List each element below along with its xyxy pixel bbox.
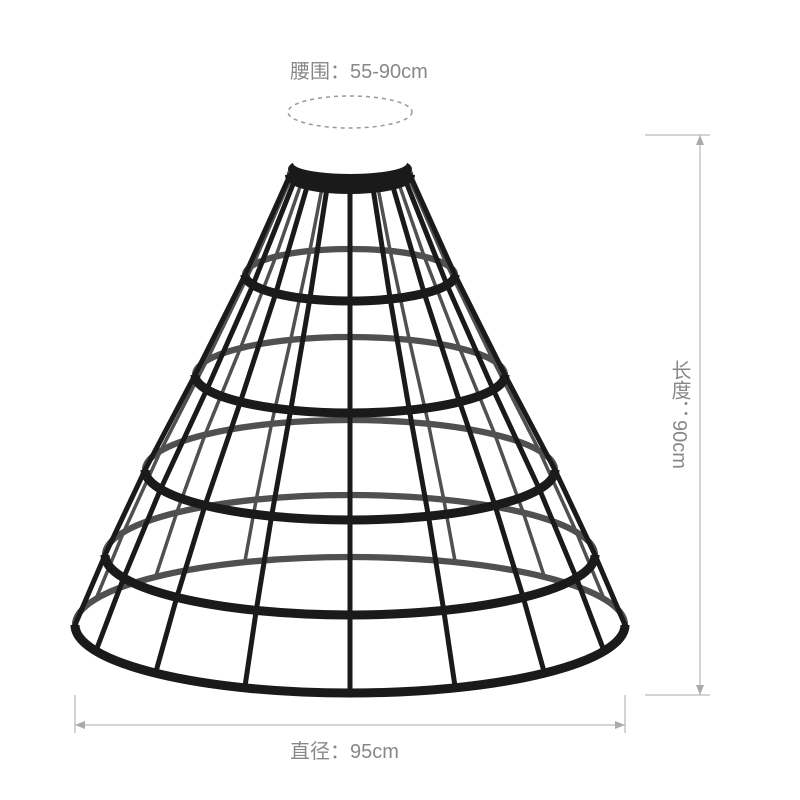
waist-label: 腰围：55-90cm bbox=[290, 55, 428, 84]
length-value: 90cm bbox=[668, 420, 690, 469]
waist-label-text: 腰围 bbox=[290, 61, 330, 83]
diameter-value: 95cm bbox=[350, 741, 399, 763]
waist-value: 55-90cm bbox=[350, 61, 428, 83]
diameter-label: 直径：95cm bbox=[290, 735, 399, 764]
diameter-label-text: 直径 bbox=[290, 741, 330, 763]
length-label-text: 长度 bbox=[668, 360, 690, 400]
length-label: 长度：90cm bbox=[665, 360, 694, 469]
